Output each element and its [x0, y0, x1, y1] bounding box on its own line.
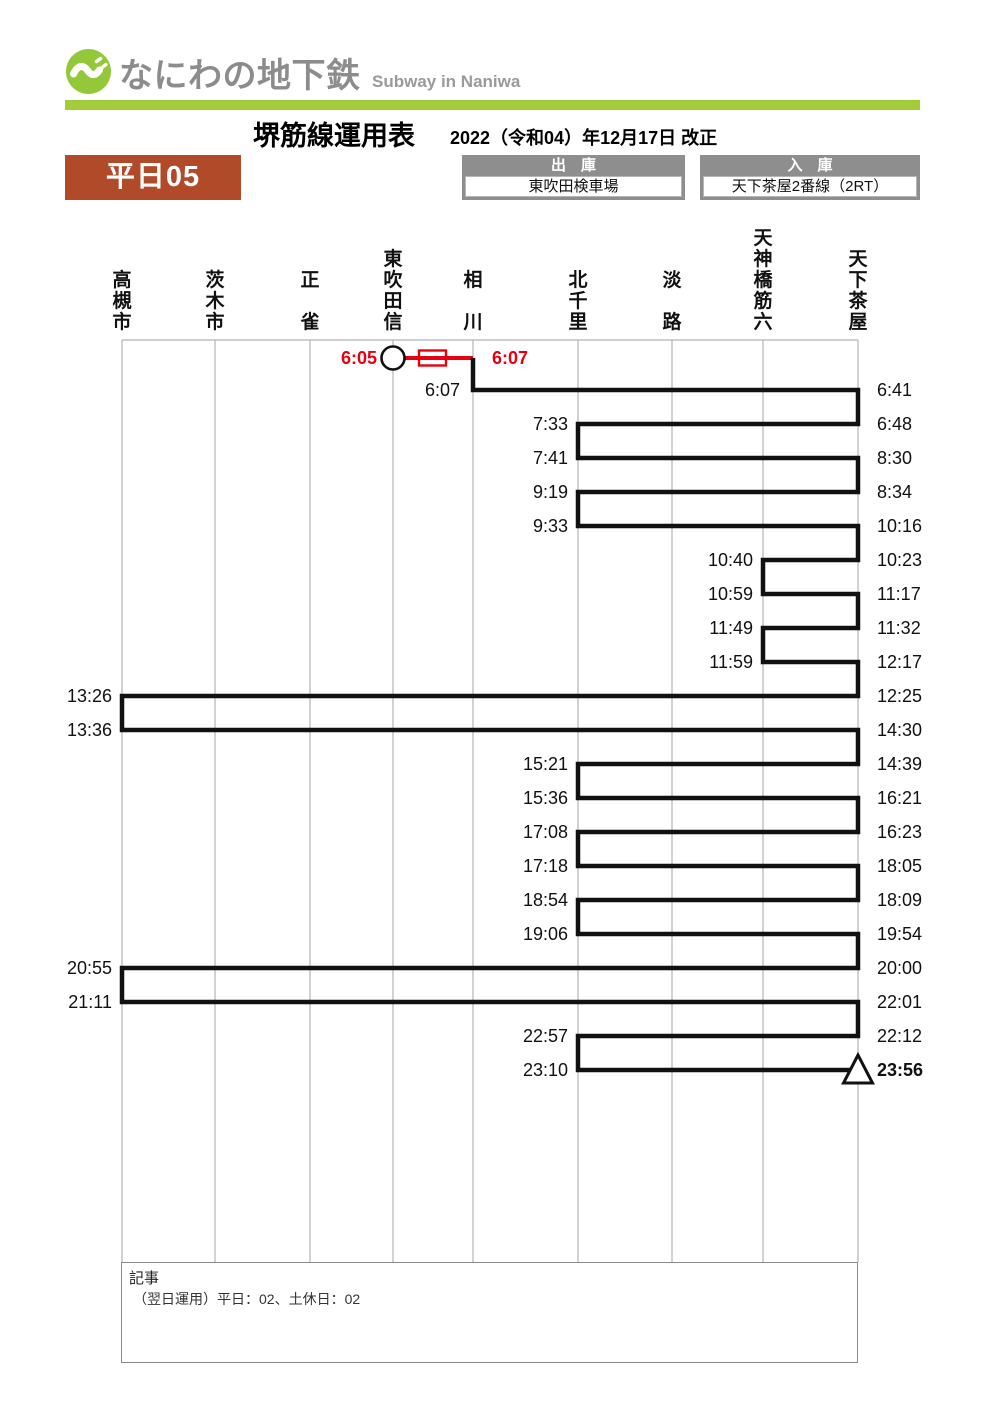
time-label: 18:09 — [877, 890, 922, 910]
naniwa-subway-logo-icon — [66, 49, 111, 94]
time-label: 20:00 — [877, 958, 922, 978]
time-label: 18:05 — [877, 856, 922, 876]
time-label: 11:59 — [709, 652, 753, 672]
station-label: 信 — [383, 310, 402, 333]
time-label: 10:16 — [877, 516, 922, 536]
station-label: 茨 — [205, 268, 224, 291]
notes-body: （翌日運用）平日：02、土休日：02 — [133, 1291, 361, 1307]
station-label: 東 — [383, 247, 402, 270]
time-label: 16:21 — [877, 788, 922, 808]
depot-out-block: 出 庫 東吹田検車場 — [462, 155, 685, 200]
station-label: 市 — [112, 310, 131, 333]
time-label: 6:41 — [877, 380, 912, 400]
time-label: 13:36 — [67, 720, 112, 740]
time-label: 14:30 — [877, 720, 922, 740]
station-label: 正 — [300, 270, 319, 291]
notes-box: 記事 （翌日運用）平日：02、土休日：02 — [121, 1262, 858, 1363]
time-label: 17:08 — [523, 822, 568, 842]
depot-out-circle-icon — [380, 345, 406, 371]
depot-in-value: 天下茶屋2番線（2RT） — [703, 176, 917, 197]
station-label: 神 — [753, 247, 772, 270]
time-label: 12:17 — [877, 652, 922, 672]
station-label: 六 — [753, 310, 772, 333]
time-label: 15:36 — [523, 788, 568, 808]
time-label: 10:40 — [708, 550, 753, 570]
station-label: 路 — [662, 310, 682, 333]
time-label: 19:54 — [877, 924, 922, 944]
station-label: 天 — [848, 249, 868, 270]
station-label: 雀 — [299, 311, 319, 333]
time-label: 11:17 — [877, 584, 921, 604]
depot-out-header: 出 庫 — [550, 157, 596, 174]
train-line — [119, 358, 861, 1073]
logo-text: なにわの地下鉄 — [119, 57, 361, 95]
logo-subtext: Subway in Naniwa — [372, 72, 521, 91]
station-label: 淡 — [662, 269, 682, 291]
station-label: 槻 — [112, 289, 131, 312]
time-label: 9:33 — [533, 516, 568, 536]
header-divider — [65, 100, 920, 110]
time-label: 7:33 — [533, 414, 568, 434]
time-label: 20:55 — [67, 958, 112, 978]
time-label: 6:48 — [877, 414, 912, 434]
time-label: 18:54 — [523, 890, 568, 910]
time-label: 13:26 — [67, 686, 112, 706]
depot-out-value: 東吹田検車場 — [465, 176, 682, 197]
station-label: 橋 — [753, 268, 773, 291]
time-label: 23:56 — [877, 1060, 923, 1080]
station-label: 筋 — [753, 289, 772, 312]
time-label: 11:49 — [709, 618, 753, 638]
time-label: 8:34 — [877, 482, 912, 502]
time-label: 6:05 — [341, 348, 377, 368]
revision-date: 2022（令和04）年12月17日 改正 — [450, 128, 718, 148]
station-label: 木 — [204, 289, 225, 312]
time-label: 16:23 — [877, 822, 922, 842]
station-label: 下 — [848, 270, 867, 291]
time-label: 22:57 — [523, 1026, 568, 1046]
station-label: 千 — [568, 290, 587, 312]
time-label: 21:11 — [68, 992, 112, 1012]
station-label: 天 — [753, 228, 773, 249]
time-label: 23:10 — [523, 1060, 568, 1080]
time-label: 19:06 — [523, 924, 568, 944]
page-title: 堺筋線運用表 — [253, 121, 415, 151]
time-label: 9:19 — [533, 482, 568, 502]
station-label: 里 — [568, 311, 587, 333]
time-label: 6:07 — [492, 348, 528, 368]
time-label: 14:39 — [877, 754, 922, 774]
station-label: 相 — [463, 269, 482, 291]
time-label: 11:32 — [877, 618, 921, 638]
time-label: 17:18 — [523, 856, 568, 876]
time-label: 8:30 — [877, 448, 912, 468]
notes-title: 記事 — [129, 1270, 160, 1287]
station-label: 高 — [112, 268, 131, 291]
time-label: 22:12 — [877, 1026, 922, 1046]
duty-badge: 平日05 — [65, 155, 241, 200]
time-label: 10:59 — [708, 584, 753, 604]
station-label: 吹 — [383, 268, 403, 291]
time-label: 7:41 — [533, 448, 568, 468]
depot-in-header: 入 庫 — [787, 157, 833, 174]
time-label: 22:01 — [877, 992, 922, 1012]
depot-in-triangle-icon — [841, 1051, 875, 1085]
station-label: 茶 — [848, 289, 868, 312]
depot-in-block: 入 庫 天下茶屋2番線（2RT） — [700, 155, 920, 200]
station-label: 北 — [568, 269, 587, 291]
time-label: 10:23 — [877, 550, 922, 570]
time-label: 6:07 — [425, 380, 460, 400]
station-label: 川 — [462, 312, 482, 333]
station-label: 市 — [205, 310, 224, 333]
station-label: 屋 — [848, 311, 867, 333]
station-label: 田 — [383, 291, 402, 312]
time-label: 15:21 — [523, 754, 568, 774]
time-label: 12:25 — [877, 686, 922, 706]
deadhead-box-icon — [417, 349, 448, 367]
